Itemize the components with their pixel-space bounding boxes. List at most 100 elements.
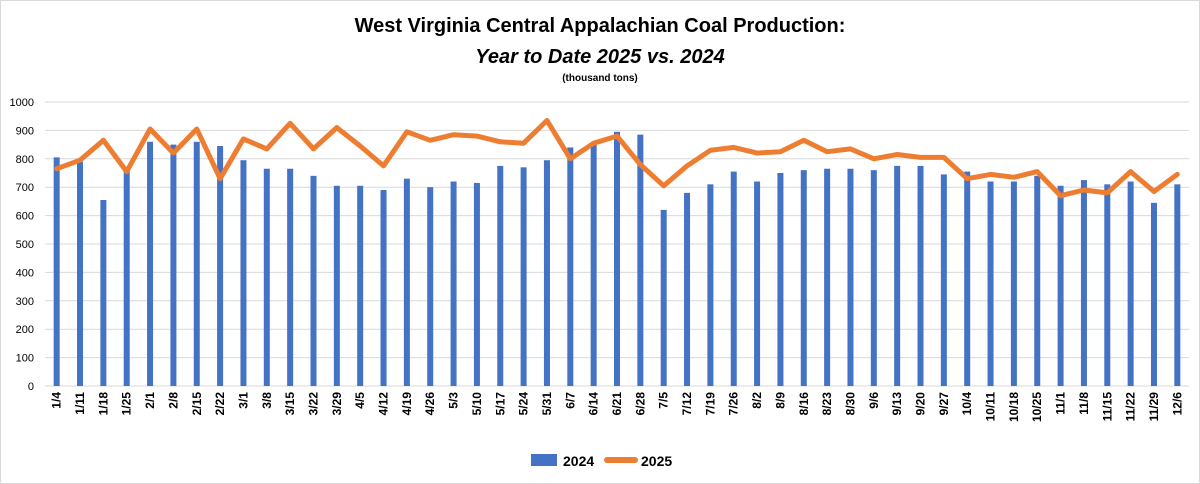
bar-2024-5/17 [497,165,504,386]
y-axis-ticks: 0 100 200 300 400 500 600 700 800 900 1000 [10,97,34,393]
x-tick-label: 1/18 [96,392,110,416]
x-tick-label: 11/29 [1147,392,1161,422]
bar-2024-5/3 [450,181,457,386]
y-tick-label: 300 [16,296,34,308]
x-tick-label: 11/22 [1124,392,1138,422]
bar-2024-3/22 [310,175,317,386]
x-tick-label: 12/6 [1170,392,1184,416]
x-axis-ticks: 1/4 1/11 1/18 1/25 2/1 2/8 2/15 2/22 3/1 3/8 3/15 3… [50,392,1185,422]
x-tick-label: 11/15 [1100,392,1114,422]
bar-2024-9/27 [940,174,947,386]
bar-2024-4/26 [427,187,434,386]
y-tick-label: 100 [16,353,34,365]
chart-units-note: (thousand tons) [562,73,638,84]
bar-2024-10/11 [987,181,994,386]
x-tick-label: 2/8 [166,392,180,409]
y-tick-label: 400 [16,267,34,279]
y-tick-label: 500 [16,239,34,251]
bar-2024-6/28 [637,134,644,386]
bar-2024-9/6 [870,170,877,386]
y-tick-label: 1000 [10,97,34,109]
bar-2024-2/22 [217,146,224,386]
bar-2024-2/8 [170,144,177,386]
y-tick-label: 0 [28,381,34,393]
bar-2024-8/2 [754,181,761,386]
bar-2024-6/7 [567,147,574,386]
x-tick-label: 10/18 [1007,392,1021,422]
bar-2024-7/19 [707,184,714,386]
bar-2024-8/16 [800,170,807,386]
x-tick-label: 5/10 [470,392,484,416]
x-tick-label: 7/12 [680,392,694,416]
y-tick-label: 900 [16,125,34,137]
bar-2024-4/19 [403,178,410,386]
x-tick-label: 3/29 [330,392,344,416]
bar-2024-1/4 [53,157,60,386]
x-tick-label: 8/30 [843,392,857,416]
bar-2024-1/11 [77,161,84,386]
x-tick-label: 11/1 [1054,392,1068,415]
x-tick-label: 4/19 [400,392,414,416]
x-tick-label: 10/25 [1030,392,1044,422]
x-tick-label: 6/28 [633,392,647,416]
x-tick-label: 5/31 [540,392,554,416]
bar-2024-1/25 [123,168,130,386]
bar-2024-8/9 [777,173,784,386]
x-tick-label: 9/20 [914,392,928,416]
x-tick-label: 1/11 [73,392,87,415]
bar-2024-11/1 [1057,185,1064,386]
bar-2024-3/29 [333,185,340,386]
x-tick-label: 2/15 [190,392,204,416]
x-tick-label: 2/22 [213,392,227,416]
bar-2024-12/6 [1174,184,1181,386]
bar-2024-6/14 [590,143,597,386]
bar-2024-4/5 [357,185,364,386]
x-tick-label: 1/4 [50,392,64,409]
legend-swatch-2024 [531,454,557,466]
legend-label-2025: 2025 [641,453,672,469]
series-2024-bars [53,131,1181,386]
x-tick-label: 5/3 [447,392,461,409]
x-tick-label: 3/22 [306,392,320,416]
x-tick-label: 3/8 [260,392,274,409]
x-tick-label: 8/2 [750,392,764,409]
y-tick-label: 700 [16,182,34,194]
x-tick-label: 4/26 [423,392,437,416]
x-tick-label: 7/26 [727,392,741,416]
x-tick-label: 2/1 [143,392,157,409]
bar-2024-9/13 [894,165,901,386]
y-tick-label: 200 [16,324,34,336]
bar-2024-5/24 [520,167,527,386]
x-tick-label: 9/6 [867,392,881,409]
y-tick-label: 600 [16,211,34,223]
chart-title: West Virginia Central Appalachian Coal P… [355,15,846,37]
bar-2024-10/4 [964,171,971,386]
x-tick-label: 9/27 [937,392,951,416]
bar-2024-9/20 [917,165,924,386]
x-tick-label: 10/4 [960,392,974,416]
x-tick-label: 6/21 [610,392,624,416]
bar-2024-11/22 [1127,181,1134,386]
bar-2024-11/29 [1150,202,1157,386]
x-tick-label: 11/8 [1077,392,1091,415]
y-tick-label: 800 [16,154,34,166]
bar-2024-11/15 [1104,184,1111,386]
bar-2024-7/5 [660,209,667,386]
x-tick-label: 7/5 [657,392,671,409]
bar-2024-11/8 [1080,180,1087,386]
legend: 2024 2025 [531,453,672,469]
x-tick-label: 5/24 [517,392,531,416]
bar-2024-10/25 [1034,175,1041,386]
bar-2024-7/26 [730,171,737,386]
legend-label-2024: 2024 [563,453,594,469]
series-2025-line-group [54,118,1180,199]
bar-2024-5/10 [473,182,480,386]
bar-2024-7/12 [684,192,691,386]
chart-subtitle: Year to Date 2025 vs. 2024 [475,46,724,68]
x-tick-label: 10/11 [984,392,998,422]
x-tick-label: 3/15 [283,392,297,416]
bar-2024-2/15 [193,141,200,386]
x-tick-label: 6/14 [587,392,601,416]
